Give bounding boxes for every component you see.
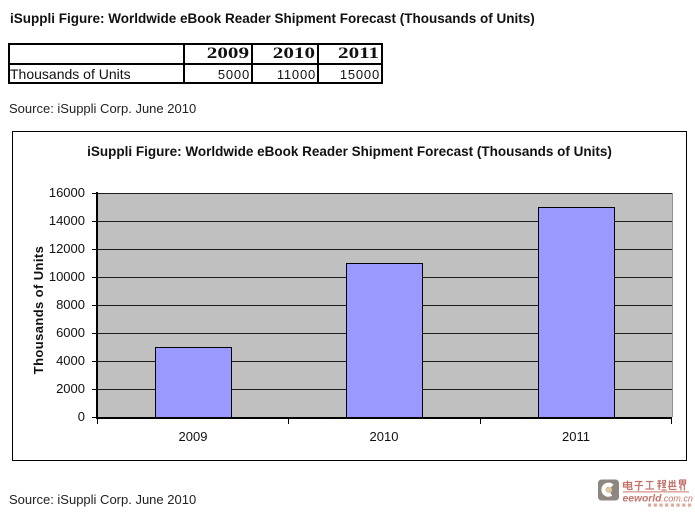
svg-text:eeworld.com.cn: eeworld.com.cn	[623, 494, 693, 505]
